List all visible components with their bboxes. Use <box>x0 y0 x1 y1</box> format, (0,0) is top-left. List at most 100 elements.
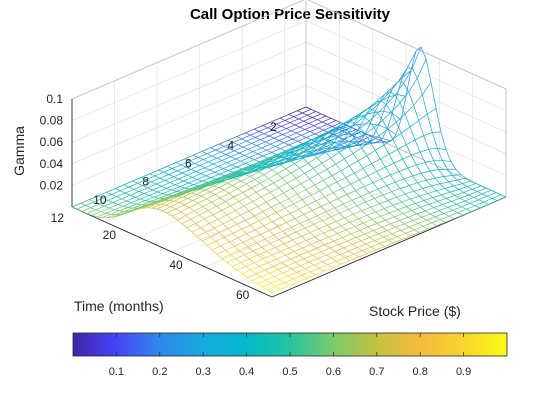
mesh-segment <box>393 239 403 244</box>
mesh-segment <box>269 269 279 274</box>
mesh-segment <box>446 195 456 199</box>
mesh-segment <box>290 258 296 263</box>
mesh-segment <box>325 152 331 159</box>
mesh-segment <box>311 244 317 249</box>
mesh-segment <box>224 142 234 147</box>
mesh-segment <box>201 151 208 155</box>
mesh-segment <box>303 158 309 164</box>
mesh-segment <box>306 144 316 151</box>
mesh-segment <box>267 123 277 129</box>
mesh-segment <box>295 173 305 179</box>
mesh-segment <box>245 219 251 226</box>
mesh-segment <box>171 189 177 192</box>
mesh-segment <box>303 151 310 154</box>
mesh-segment <box>215 189 225 195</box>
mesh-segment <box>483 198 493 203</box>
mesh-segment <box>402 210 412 214</box>
mesh-segment <box>216 253 223 259</box>
mesh-segment <box>169 182 176 186</box>
mesh-segment <box>271 158 278 164</box>
mesh-segment <box>106 188 116 193</box>
mesh-segment <box>345 226 355 231</box>
mesh-segment <box>209 218 219 224</box>
mesh-segment <box>212 209 222 216</box>
mesh-segment <box>155 200 165 205</box>
mesh-segment <box>377 113 383 121</box>
mesh-segment <box>273 230 283 236</box>
mesh-segment <box>244 250 254 256</box>
mesh-segment <box>242 242 249 248</box>
mesh-segment <box>100 211 106 214</box>
mesh-segment <box>389 209 399 214</box>
mesh-segment <box>141 173 151 178</box>
mesh-segment <box>306 137 312 141</box>
mesh-segment <box>289 213 296 219</box>
mesh-segment <box>240 210 250 216</box>
mesh-segment <box>200 184 210 190</box>
mesh-segment <box>255 163 265 168</box>
mesh-segment <box>458 189 464 193</box>
mesh-segment <box>337 146 347 148</box>
mesh-segment <box>226 214 232 220</box>
mesh-segment <box>246 179 256 185</box>
mesh-segment <box>334 142 341 146</box>
mesh-segment <box>469 199 479 204</box>
mesh-segment <box>171 215 178 220</box>
mesh-segment <box>192 195 202 201</box>
mesh-segment <box>396 77 403 95</box>
mesh-segment <box>358 253 368 258</box>
mesh-segment <box>398 67 408 82</box>
mesh-segment <box>224 171 234 177</box>
mesh-segment <box>328 181 338 187</box>
grid-line <box>205 166 440 268</box>
mesh-segment <box>178 178 184 182</box>
mesh-segment <box>253 215 260 222</box>
mesh-segment <box>350 230 360 235</box>
mesh-segment <box>354 222 364 227</box>
mesh-segment <box>81 211 88 214</box>
mesh-segment <box>355 129 362 133</box>
mesh-segment <box>345 172 355 178</box>
grid-line <box>138 136 373 238</box>
mesh-segment <box>76 205 86 210</box>
mesh-segment <box>396 113 406 123</box>
mesh-segment <box>210 191 216 195</box>
mesh-segment <box>443 209 453 214</box>
mesh-segment <box>225 150 235 155</box>
mesh-segment <box>348 205 358 210</box>
mesh-segment <box>399 91 409 104</box>
mesh-segment <box>387 196 397 201</box>
mesh-segment <box>396 232 406 238</box>
mesh-segment <box>281 152 291 157</box>
mesh-segment <box>280 148 286 152</box>
mesh-segment <box>254 155 264 161</box>
mesh-segment <box>272 265 279 270</box>
mesh-segment <box>246 273 256 278</box>
mesh-segment <box>158 194 168 199</box>
mesh-segment <box>330 212 340 218</box>
mesh-segment <box>378 124 388 129</box>
mesh-segment <box>207 210 214 215</box>
mesh-segment <box>294 124 301 128</box>
mesh-segment <box>322 147 332 152</box>
mesh-segment <box>202 206 209 211</box>
mesh-segment <box>341 260 351 265</box>
mesh-segment <box>426 113 433 133</box>
mesh-segment <box>91 211 101 216</box>
mesh-segment <box>327 123 333 127</box>
mesh-segment <box>389 212 395 218</box>
mesh-segment <box>362 139 368 143</box>
mesh-segment <box>307 111 317 116</box>
mesh-segment <box>256 141 266 146</box>
mesh-segment <box>275 157 285 163</box>
mesh-segment <box>287 132 297 138</box>
mesh-segment <box>291 269 297 273</box>
mesh-segment <box>293 199 303 205</box>
box-edge <box>71 0 305 100</box>
mesh-segment <box>165 200 175 206</box>
mesh-segment <box>245 128 255 134</box>
mesh-segment <box>246 277 253 281</box>
mesh-segment <box>262 254 272 260</box>
mesh-segment <box>312 210 318 216</box>
